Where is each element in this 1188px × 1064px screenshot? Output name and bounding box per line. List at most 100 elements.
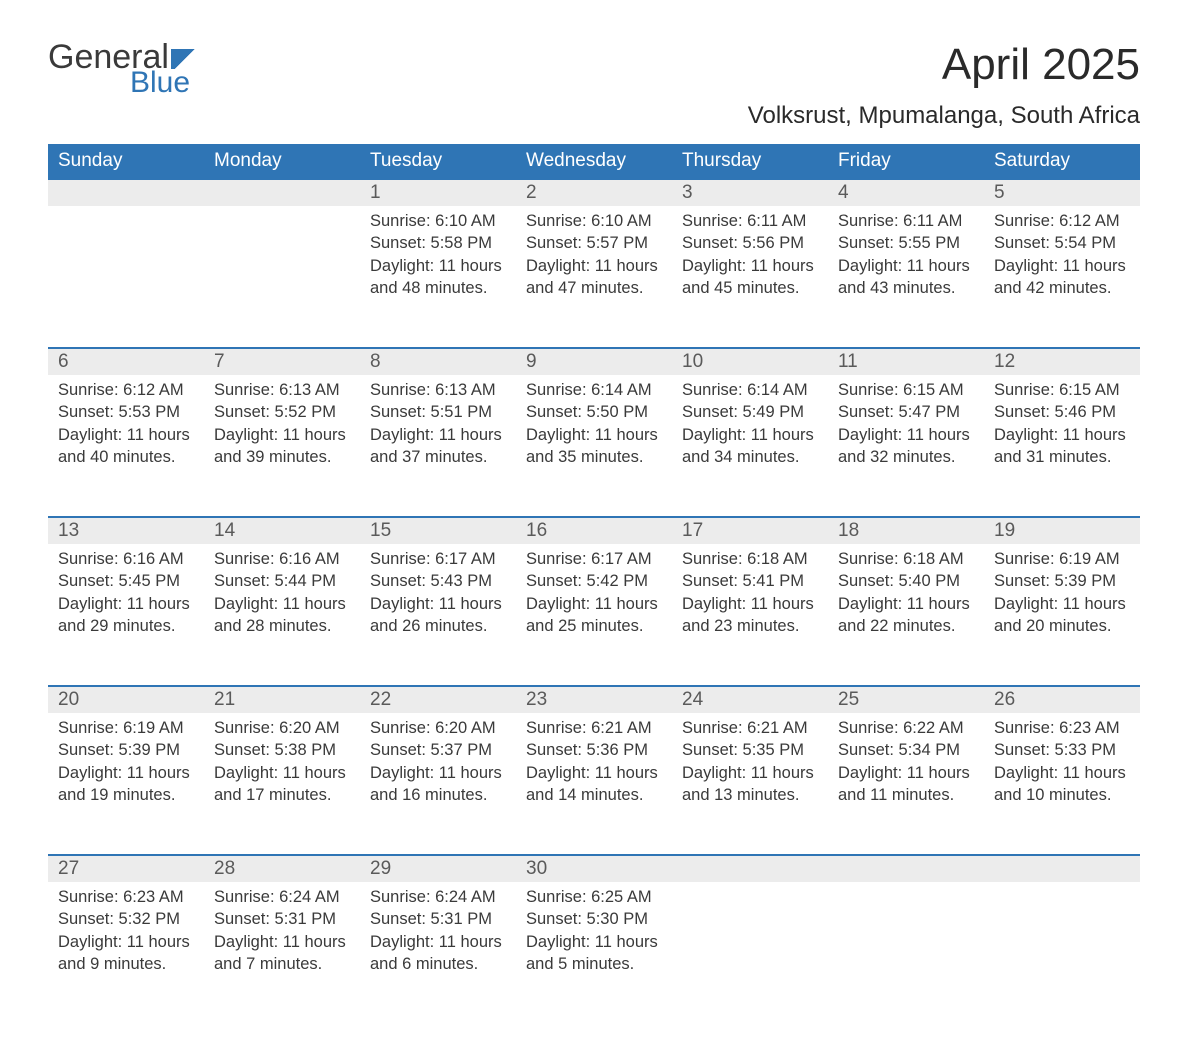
day-number-cell: [984, 855, 1140, 882]
daylight-text-line2: and 10 minutes.: [994, 784, 1130, 806]
day-number-cell: 21: [204, 686, 360, 713]
day-number-cell: 27: [48, 855, 204, 882]
day-content-cell: Sunrise: 6:13 AMSunset: 5:52 PMDaylight:…: [204, 375, 360, 517]
day-number-cell: 14: [204, 517, 360, 544]
day-number-cell: 25: [828, 686, 984, 713]
daylight-text-line1: Daylight: 11 hours: [370, 593, 506, 615]
sunrise-text: Sunrise: 6:24 AM: [370, 886, 506, 908]
daylight-text-line2: and 48 minutes.: [370, 277, 506, 299]
day-content-row: Sunrise: 6:23 AMSunset: 5:32 PMDaylight:…: [48, 882, 1140, 1024]
weekday-header: Tuesday: [360, 144, 516, 179]
sunset-text: Sunset: 5:35 PM: [682, 739, 818, 761]
sunset-text: Sunset: 5:50 PM: [526, 401, 662, 423]
daylight-text-line2: and 16 minutes.: [370, 784, 506, 806]
weekday-header: Monday: [204, 144, 360, 179]
day-content-cell: Sunrise: 6:11 AMSunset: 5:55 PMDaylight:…: [828, 206, 984, 348]
sunset-text: Sunset: 5:43 PM: [370, 570, 506, 592]
daylight-text-line2: and 42 minutes.: [994, 277, 1130, 299]
day-content-cell: Sunrise: 6:16 AMSunset: 5:45 PMDaylight:…: [48, 544, 204, 686]
sunrise-text: Sunrise: 6:16 AM: [58, 548, 194, 570]
sunrise-text: Sunrise: 6:25 AM: [526, 886, 662, 908]
sunrise-text: Sunrise: 6:11 AM: [682, 210, 818, 232]
sunset-text: Sunset: 5:56 PM: [682, 232, 818, 254]
day-content-cell: Sunrise: 6:17 AMSunset: 5:43 PMDaylight:…: [360, 544, 516, 686]
sunrise-text: Sunrise: 6:19 AM: [994, 548, 1130, 570]
sunset-text: Sunset: 5:53 PM: [58, 401, 194, 423]
day-number-cell: 6: [48, 348, 204, 375]
sunrise-text: Sunrise: 6:18 AM: [682, 548, 818, 570]
daylight-text-line2: and 14 minutes.: [526, 784, 662, 806]
sunset-text: Sunset: 5:51 PM: [370, 401, 506, 423]
sunset-text: Sunset: 5:31 PM: [214, 908, 350, 930]
sunrise-text: Sunrise: 6:16 AM: [214, 548, 350, 570]
sunset-text: Sunset: 5:39 PM: [58, 739, 194, 761]
day-number-cell: 16: [516, 517, 672, 544]
daylight-text-line1: Daylight: 11 hours: [838, 424, 974, 446]
daylight-text-line1: Daylight: 11 hours: [682, 593, 818, 615]
sunset-text: Sunset: 5:32 PM: [58, 908, 194, 930]
sunset-text: Sunset: 5:55 PM: [838, 232, 974, 254]
day-number-row: 12345: [48, 179, 1140, 206]
day-number-cell: 26: [984, 686, 1140, 713]
day-content-cell: [48, 206, 204, 348]
sunset-text: Sunset: 5:42 PM: [526, 570, 662, 592]
daylight-text-line1: Daylight: 11 hours: [526, 255, 662, 277]
daylight-text-line2: and 32 minutes.: [838, 446, 974, 468]
daylight-text-line1: Daylight: 11 hours: [526, 593, 662, 615]
daylight-text-line1: Daylight: 11 hours: [994, 593, 1130, 615]
weekday-header-row: Sunday Monday Tuesday Wednesday Thursday…: [48, 144, 1140, 179]
daylight-text-line2: and 40 minutes.: [58, 446, 194, 468]
day-content-cell: Sunrise: 6:17 AMSunset: 5:42 PMDaylight:…: [516, 544, 672, 686]
sunrise-text: Sunrise: 6:12 AM: [994, 210, 1130, 232]
sunset-text: Sunset: 5:47 PM: [838, 401, 974, 423]
day-number-cell: 8: [360, 348, 516, 375]
sunset-text: Sunset: 5:31 PM: [370, 908, 506, 930]
daylight-text-line1: Daylight: 11 hours: [214, 593, 350, 615]
daylight-text-line1: Daylight: 11 hours: [58, 762, 194, 784]
daylight-text-line1: Daylight: 11 hours: [838, 762, 974, 784]
sunrise-text: Sunrise: 6:14 AM: [526, 379, 662, 401]
daylight-text-line2: and 34 minutes.: [682, 446, 818, 468]
day-number-cell: [204, 179, 360, 206]
day-number-cell: 24: [672, 686, 828, 713]
daylight-text-line1: Daylight: 11 hours: [994, 255, 1130, 277]
sunset-text: Sunset: 5:38 PM: [214, 739, 350, 761]
sunrise-text: Sunrise: 6:11 AM: [838, 210, 974, 232]
daylight-text-line1: Daylight: 11 hours: [214, 424, 350, 446]
daylight-text-line2: and 25 minutes.: [526, 615, 662, 637]
day-content-cell: Sunrise: 6:12 AMSunset: 5:53 PMDaylight:…: [48, 375, 204, 517]
day-content-cell: [204, 206, 360, 348]
sunset-text: Sunset: 5:44 PM: [214, 570, 350, 592]
daylight-text-line1: Daylight: 11 hours: [214, 931, 350, 953]
day-content-cell: Sunrise: 6:15 AMSunset: 5:47 PMDaylight:…: [828, 375, 984, 517]
daylight-text-line1: Daylight: 11 hours: [526, 931, 662, 953]
daylight-text-line2: and 9 minutes.: [58, 953, 194, 975]
sunset-text: Sunset: 5:36 PM: [526, 739, 662, 761]
day-content-cell: Sunrise: 6:15 AMSunset: 5:46 PMDaylight:…: [984, 375, 1140, 517]
location-subtitle: Volksrust, Mpumalanga, South Africa: [48, 102, 1140, 130]
logo-flag-icon: [171, 49, 199, 69]
day-content-cell: Sunrise: 6:23 AMSunset: 5:32 PMDaylight:…: [48, 882, 204, 1024]
day-content-cell: Sunrise: 6:19 AMSunset: 5:39 PMDaylight:…: [48, 713, 204, 855]
day-content-cell: Sunrise: 6:24 AMSunset: 5:31 PMDaylight:…: [204, 882, 360, 1024]
day-number-cell: 3: [672, 179, 828, 206]
day-number-cell: 23: [516, 686, 672, 713]
day-number-row: 6789101112: [48, 348, 1140, 375]
day-content-cell: Sunrise: 6:24 AMSunset: 5:31 PMDaylight:…: [360, 882, 516, 1024]
day-content-cell: Sunrise: 6:13 AMSunset: 5:51 PMDaylight:…: [360, 375, 516, 517]
daylight-text-line1: Daylight: 11 hours: [994, 762, 1130, 784]
day-content-cell: Sunrise: 6:18 AMSunset: 5:40 PMDaylight:…: [828, 544, 984, 686]
sunset-text: Sunset: 5:41 PM: [682, 570, 818, 592]
day-content-cell: [984, 882, 1140, 1024]
sunset-text: Sunset: 5:34 PM: [838, 739, 974, 761]
day-number-cell: [672, 855, 828, 882]
day-number-cell: 29: [360, 855, 516, 882]
day-number-cell: 17: [672, 517, 828, 544]
daylight-text-line1: Daylight: 11 hours: [682, 762, 818, 784]
sunset-text: Sunset: 5:52 PM: [214, 401, 350, 423]
sunset-text: Sunset: 5:54 PM: [994, 232, 1130, 254]
sunrise-text: Sunrise: 6:19 AM: [58, 717, 194, 739]
daylight-text-line1: Daylight: 11 hours: [58, 931, 194, 953]
sunrise-text: Sunrise: 6:20 AM: [370, 717, 506, 739]
day-content-cell: Sunrise: 6:19 AMSunset: 5:39 PMDaylight:…: [984, 544, 1140, 686]
